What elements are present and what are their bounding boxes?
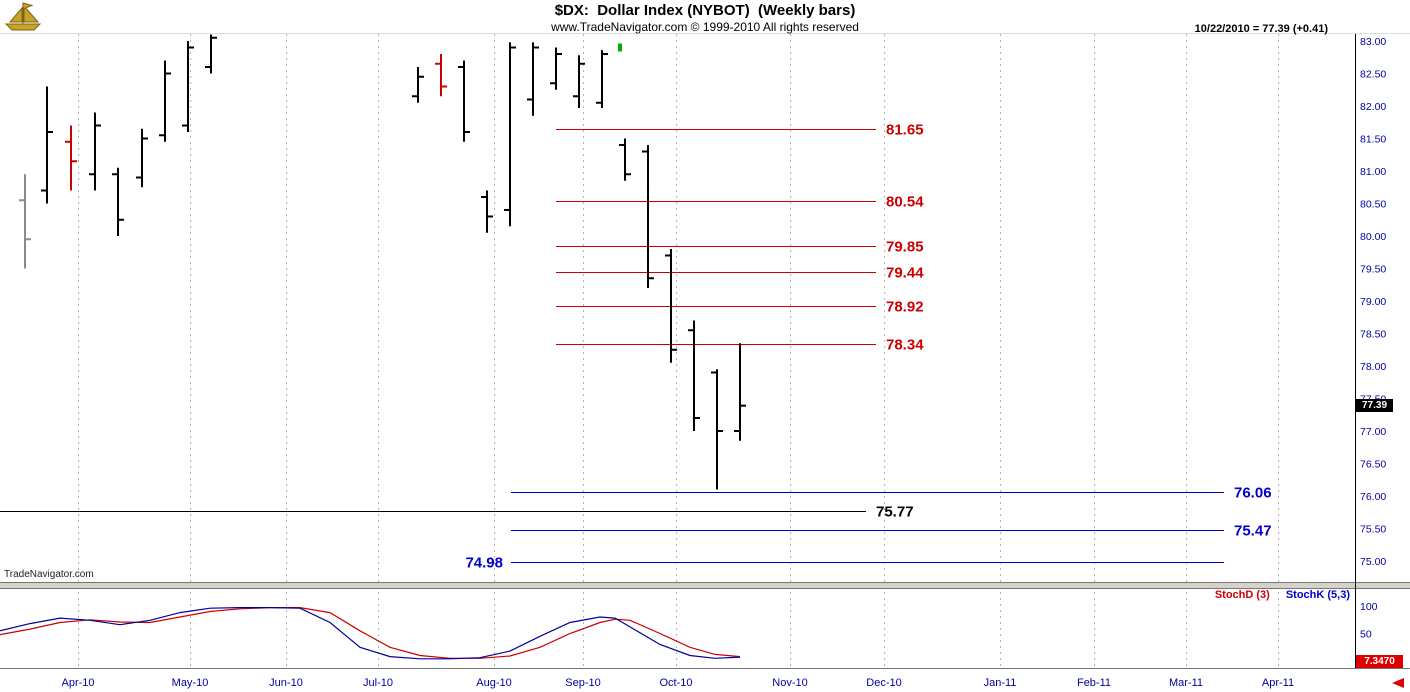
svg-text:74.98: 74.98 — [465, 555, 503, 572]
svg-text:Feb-11: Feb-11 — [1077, 677, 1111, 689]
stochastic-lines — [0, 606, 741, 660]
stochastic-legend: StochD (3) StochK (5,3) — [1215, 589, 1350, 601]
stoch-k-legend-label: StochK (5,3) — [1285, 589, 1350, 601]
stoch-d-legend-label: StochD (3) — [1214, 589, 1270, 601]
svg-text:Apr-10: Apr-10 — [61, 677, 94, 689]
svg-text:75.00: 75.00 — [1360, 556, 1386, 568]
chart-title: $DX: Dollar Index (NYBOT) (Weekly bars) — [554, 2, 856, 19]
svg-text:78.34: 78.34 — [886, 337, 924, 354]
stoch-last-value-box: 7.3470 — [1356, 655, 1403, 668]
copyright-line: www.TradeNavigator.com © 1999-2010 All r… — [551, 20, 859, 34]
trade-navigator-ship-logo-icon — [4, 2, 42, 31]
svg-text:Apr-11: Apr-11 — [1262, 677, 1294, 689]
svg-text:80.50: 80.50 — [1360, 199, 1386, 211]
svg-text:78.50: 78.50 — [1360, 329, 1386, 341]
svg-text:81.00: 81.00 — [1360, 166, 1386, 178]
svg-text:Jan-11: Jan-11 — [984, 677, 1017, 689]
scroll-left-arrow-icon[interactable] — [1392, 678, 1404, 688]
panel-borders — [0, 33, 1410, 669]
svg-text:79.50: 79.50 — [1360, 264, 1386, 276]
last-price-badge: 77.39 — [1356, 399, 1393, 412]
last-bar-quote: 10/22/2010 = 77.39 (+0.41) — [1194, 23, 1328, 35]
svg-text:75.47: 75.47 — [1234, 523, 1272, 540]
price-axis-labels: 83.00 82.50 82.00 81.50 81.00 80.50 80.00 79.50… — [1360, 36, 1386, 568]
svg-text:79.44: 79.44 — [886, 265, 924, 282]
svg-text:50: 50 — [1360, 629, 1372, 641]
svg-text:100: 100 — [1360, 601, 1378, 613]
svg-text:76.50: 76.50 — [1360, 459, 1386, 471]
svg-text:78.92: 78.92 — [886, 299, 924, 316]
svg-text:75.50: 75.50 — [1360, 524, 1386, 536]
svg-text:76.06: 76.06 — [1234, 485, 1272, 502]
svg-text:Oct-10: Oct-10 — [659, 677, 692, 689]
svg-text:May-10: May-10 — [172, 677, 209, 689]
svg-text:77.00: 77.00 — [1360, 426, 1386, 438]
svg-text:Sep-10: Sep-10 — [565, 677, 600, 689]
svg-text:81.65: 81.65 — [886, 122, 924, 139]
svg-text:80.00: 80.00 — [1360, 231, 1386, 243]
ohlc-bars — [19, 34, 746, 490]
svg-text:82.00: 82.00 — [1360, 101, 1386, 113]
svg-text:82.50: 82.50 — [1360, 69, 1386, 81]
svg-text:76.00: 76.00 — [1360, 491, 1386, 503]
svg-text:Aug-10: Aug-10 — [476, 677, 511, 689]
svg-text:79.85: 79.85 — [886, 239, 924, 256]
svg-text:Mar-11: Mar-11 — [1169, 677, 1203, 689]
tradenavigator-watermark: TradeNavigator.com — [4, 569, 94, 580]
svg-text:79.00: 79.00 — [1360, 296, 1386, 308]
price-level-lines: 81.65 80.54 79.85 79.44 78.92 78.34 76.06 75.77… — [0, 122, 1272, 572]
svg-text:Jul-10: Jul-10 — [363, 677, 393, 689]
svg-text:75.77: 75.77 — [876, 504, 914, 521]
svg-text:Nov-10: Nov-10 — [772, 677, 807, 689]
svg-text:81.50: 81.50 — [1360, 134, 1386, 146]
svg-text:Jun-10: Jun-10 — [269, 677, 303, 689]
svg-text:Dec-10: Dec-10 — [866, 677, 901, 689]
svg-text:78.00: 78.00 — [1360, 361, 1386, 373]
svg-text:83.00: 83.00 — [1360, 36, 1386, 48]
date-axis-labels: Apr-10 May-10 Jun-10 Jul-10 Aug-10 Sep-10 Oct-… — [61, 677, 1294, 689]
green-signal-marker — [618, 43, 622, 52]
svg-text:80.54: 80.54 — [886, 194, 924, 211]
